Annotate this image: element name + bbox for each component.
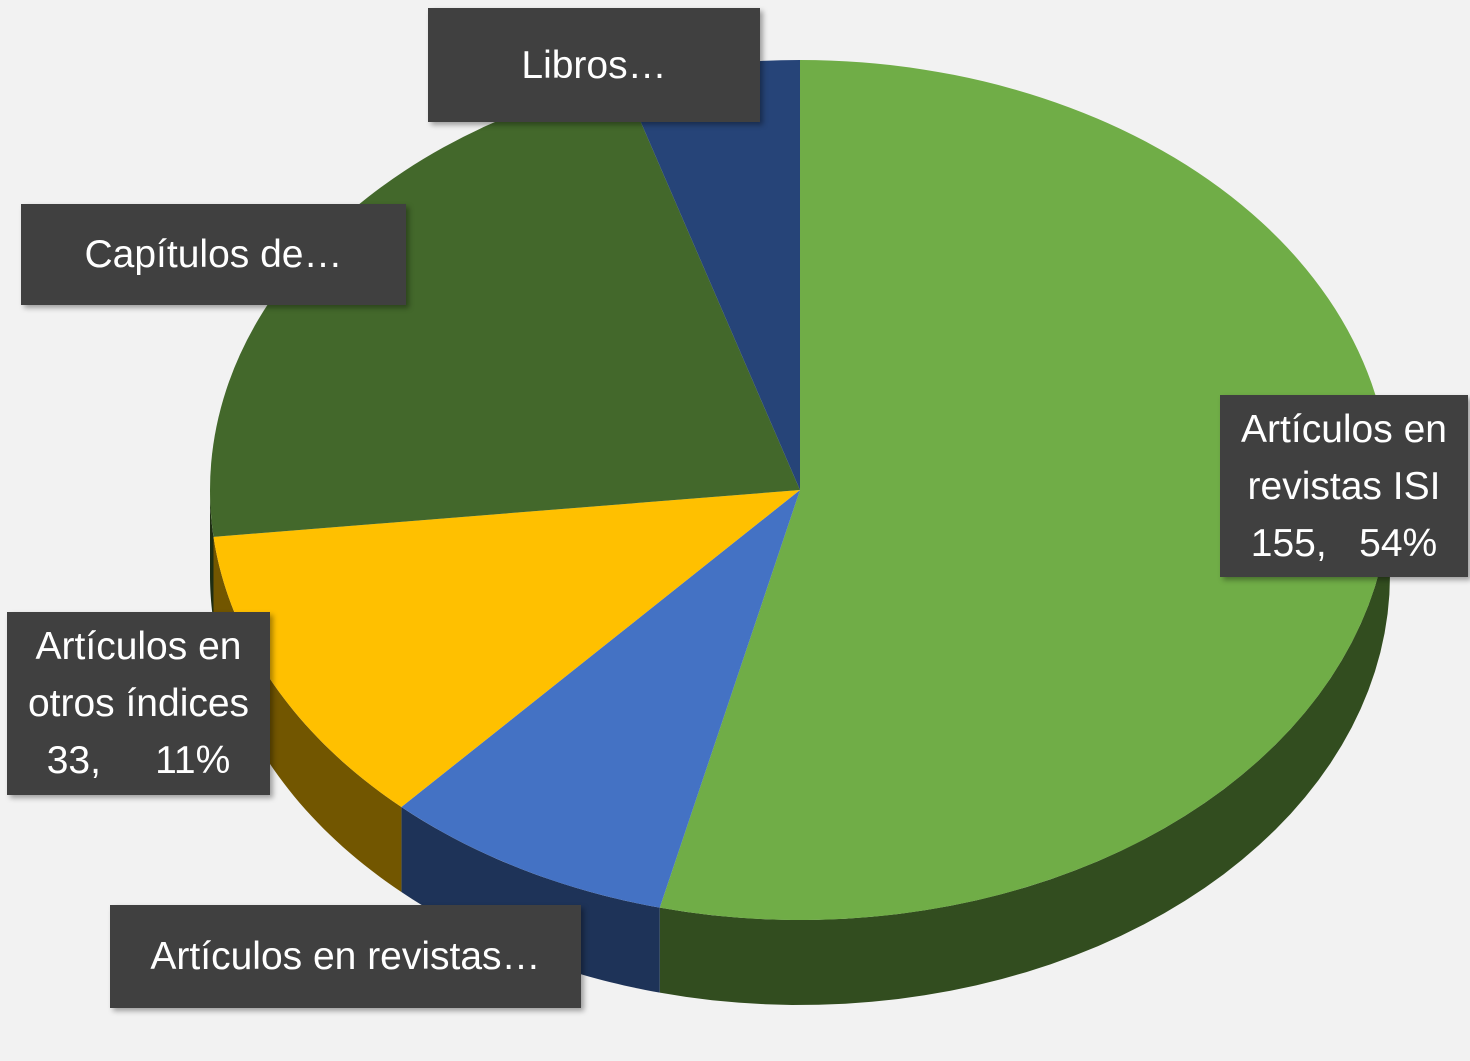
data-label-category: Artículos en revistas… <box>150 935 541 978</box>
data-label-category: Artículos en otros índices <box>27 625 250 725</box>
slice-side <box>210 490 214 622</box>
slice <box>659 60 1391 920</box>
slice <box>401 490 800 908</box>
data-label: Artículos en revistas ISI 155, 54% <box>1220 395 1468 577</box>
data-label-category: Artículos en revistas ISI <box>1241 407 1447 508</box>
data-label: Capítulos de… <box>21 204 406 305</box>
data-label-value: 33, 11% <box>46 739 231 782</box>
slice-side <box>401 807 660 993</box>
slice <box>213 490 800 808</box>
data-label-value: 155, 54% <box>1250 521 1438 565</box>
slice-side <box>659 490 1390 1005</box>
data-label: Artículos en otros índices 33, 11% <box>7 612 270 795</box>
data-label: Artículos en revistas… <box>110 905 581 1008</box>
slice <box>622 60 800 490</box>
slice-side <box>213 536 402 893</box>
data-label: Libros… <box>428 8 760 122</box>
slice <box>210 79 801 537</box>
data-label-category: Capítulos de… <box>84 233 343 276</box>
data-label-category: Libros… <box>521 43 667 87</box>
